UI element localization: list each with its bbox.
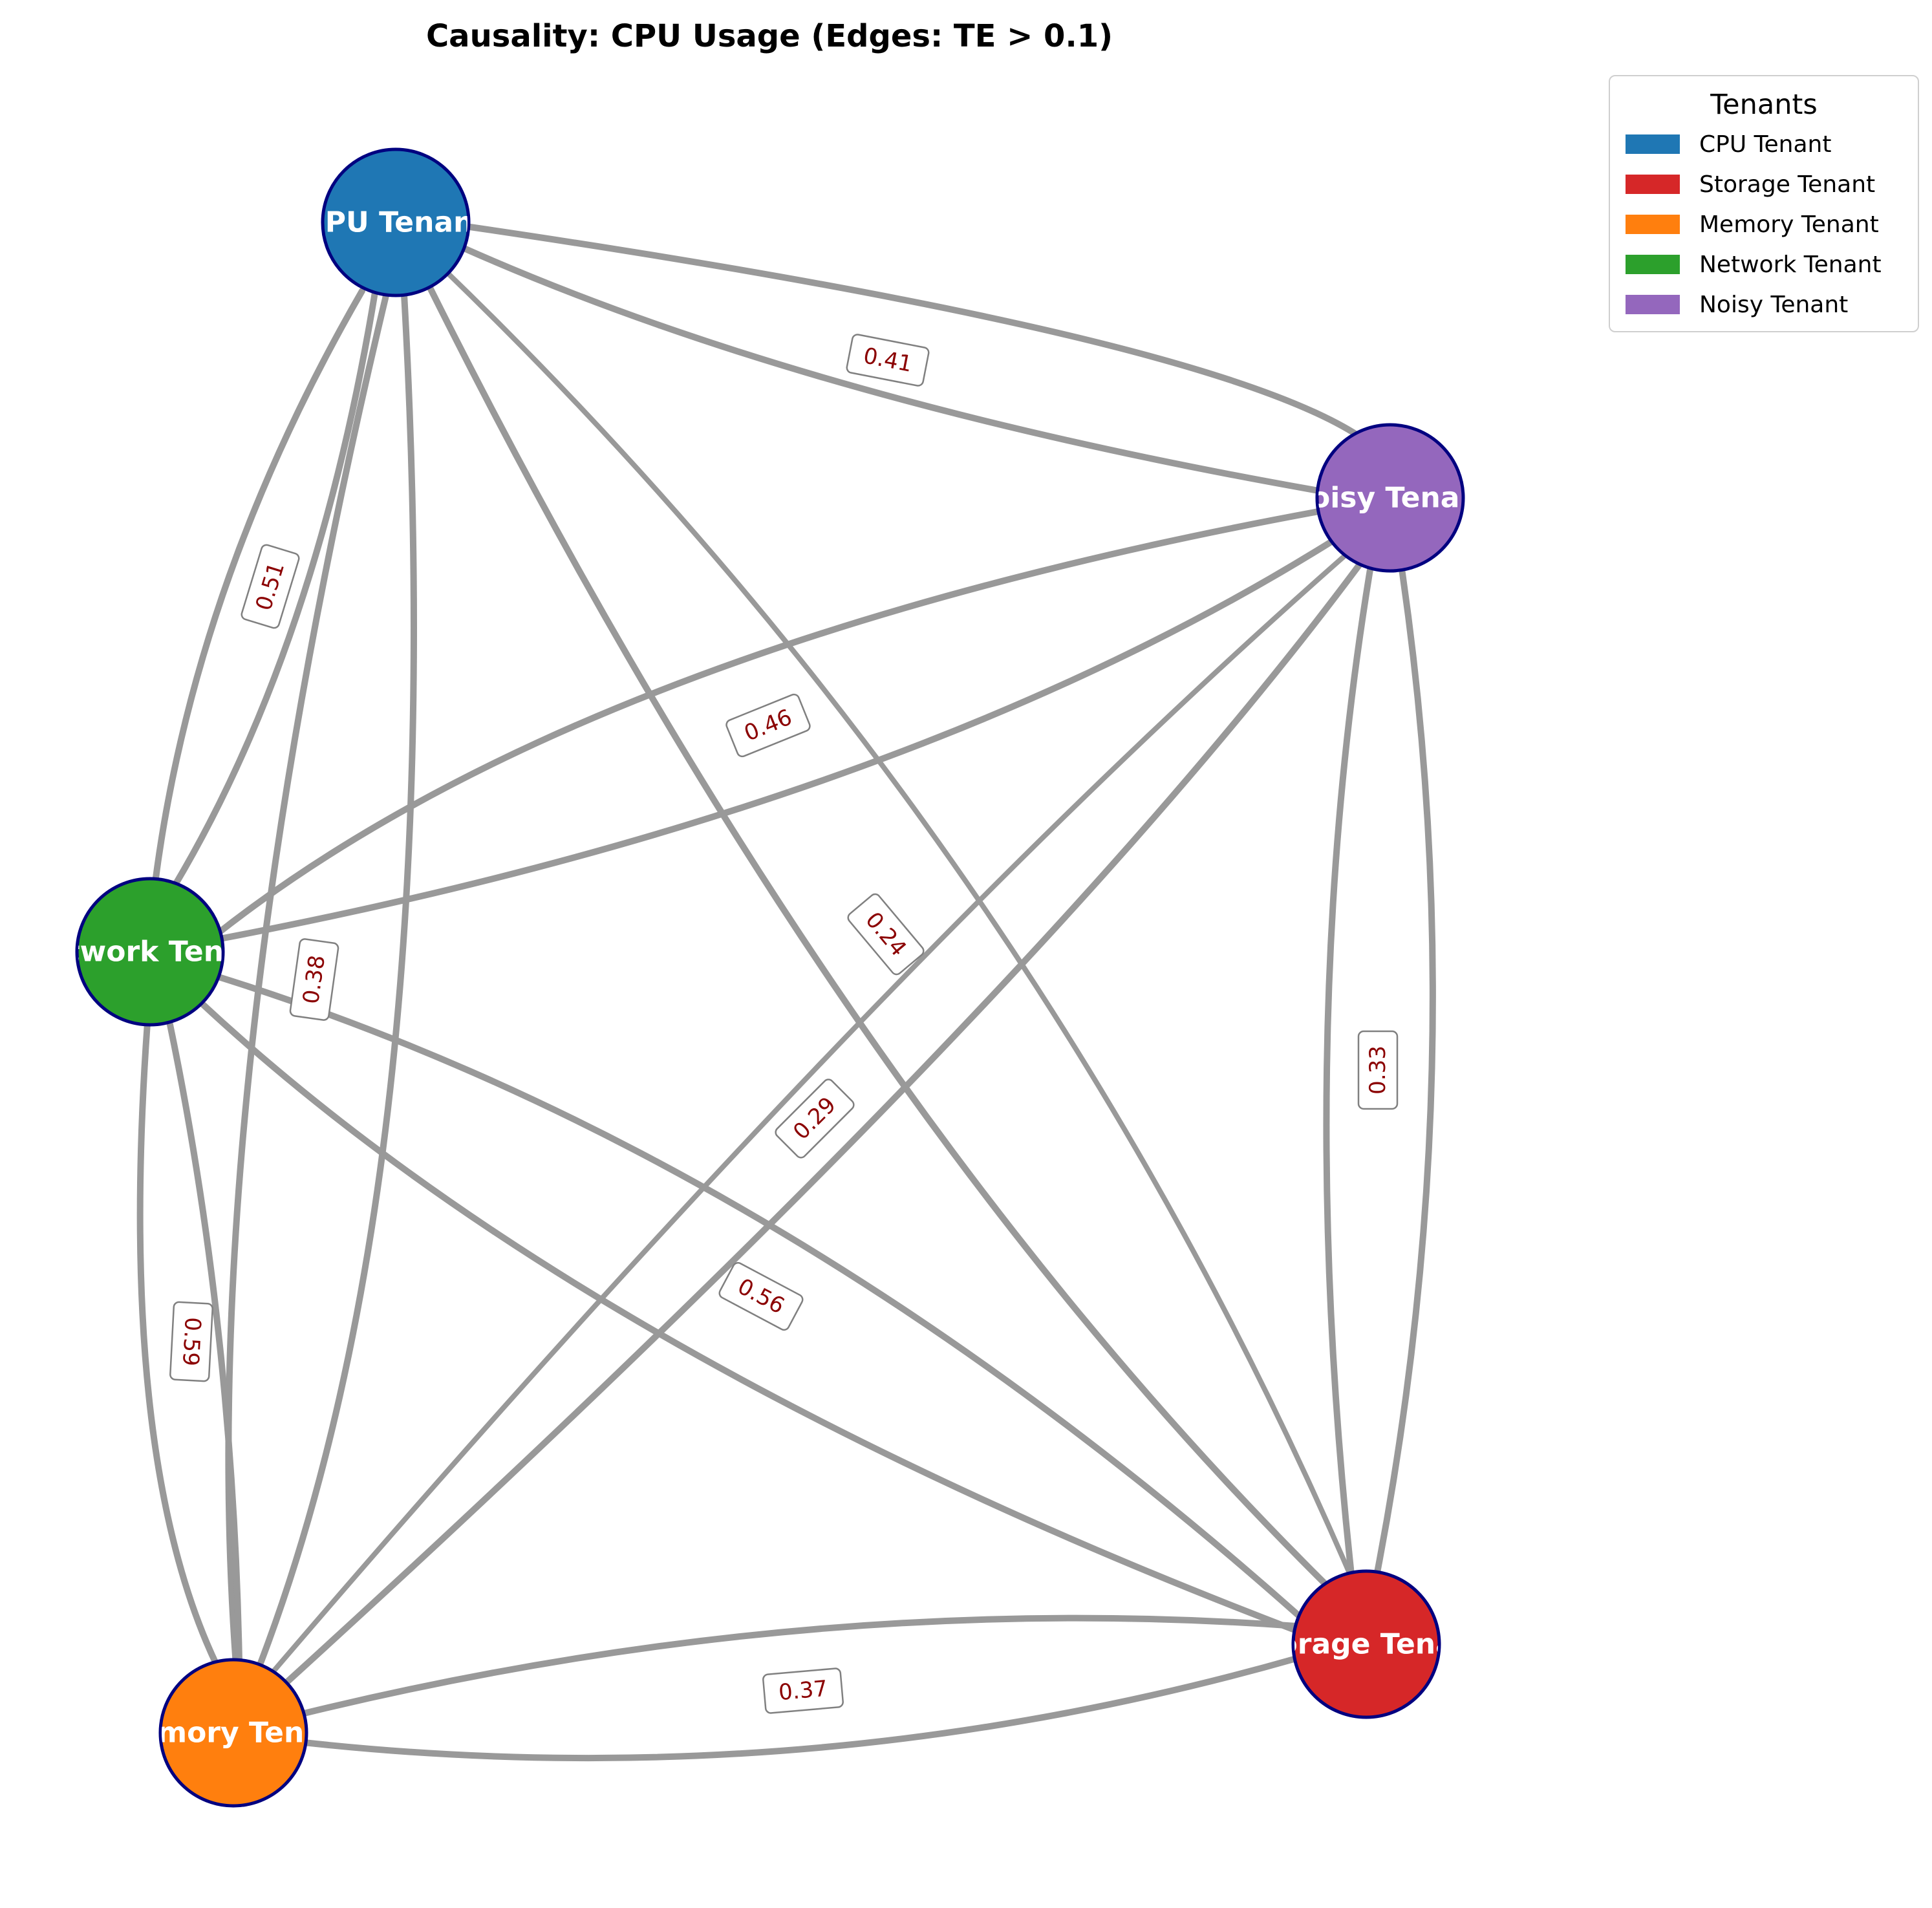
legend-title: Tenants — [1710, 89, 1818, 121]
legend-item-cpu-tenant: CPU Tenant — [1610, 124, 1918, 164]
edge-label: 0.59 — [169, 1301, 213, 1382]
edge-label: 0.33 — [1357, 1030, 1399, 1110]
edge-storage-network — [197, 999, 1300, 1634]
legend-item-memory-tenant: Memory Tenant — [1610, 204, 1918, 244]
edge-storage-noisy — [1374, 566, 1436, 1576]
legend-label: CPU Tenant — [1699, 131, 1832, 158]
edge-network-memory — [136, 1020, 220, 1668]
svg-text:0.37: 0.37 — [778, 1676, 829, 1706]
edge-label: 0.38 — [289, 938, 339, 1021]
legend-item-noisy-tenant: Noisy Tenant — [1610, 284, 1918, 325]
legend-label: Memory Tenant — [1699, 211, 1879, 238]
legend-label: Noisy Tenant — [1699, 291, 1849, 318]
node-memory-tenant[interactable]: Memory Tenant — [110, 1658, 358, 1808]
edge-cpu-network — [152, 288, 365, 886]
edge-noisy-memory — [263, 550, 1351, 1684]
legend: Tenants CPU Tenant Storage Tenant Memory… — [1609, 75, 1919, 332]
legend-label: Network Tenant — [1699, 251, 1882, 278]
edge-storage-memory — [301, 1655, 1300, 1762]
legend-item-network-tenant: Network Tenant — [1610, 244, 1918, 284]
edge-labels: 0.41 0.51 0.46 0.24 0.38 0.33 — [169, 334, 1399, 1714]
edge-label: 0.51 — [241, 544, 300, 629]
edge-cpu-noisy — [462, 223, 1368, 443]
node-label: CPU Tenant — [305, 206, 488, 239]
node-label: Noisy Tenant — [1287, 482, 1494, 515]
edge-storage-cpu — [444, 269, 1354, 1580]
edge-cpu-storage — [427, 284, 1332, 1591]
node-network-tenant[interactable]: Network Tenant — [23, 877, 277, 1027]
edges — [136, 223, 1436, 1762]
chart-title: Causality: CPU Usage (Edges: TE > 0.1) — [426, 18, 1113, 54]
legend-swatch — [1626, 295, 1680, 314]
edge-label: 0.56 — [718, 1261, 804, 1331]
edge-noisy-cpu — [462, 246, 1326, 495]
edge-memory-noisy — [281, 559, 1364, 1688]
node-label: Memory Tenant — [110, 1717, 358, 1750]
edge-network-storage — [213, 973, 1303, 1620]
edge-network-cpu — [171, 289, 378, 889]
legend-swatch — [1626, 255, 1680, 274]
edge-noisy-storage — [1323, 563, 1374, 1578]
legend-item-storage-tenant: Storage Tenant — [1610, 164, 1918, 204]
svg-text:0.59: 0.59 — [177, 1316, 206, 1367]
node-cpu-tenant[interactable]: CPU Tenant — [305, 147, 488, 297]
svg-text:0.33: 0.33 — [1365, 1045, 1391, 1095]
legend-swatch — [1626, 134, 1680, 154]
edge-memory-cpu — [255, 291, 417, 1671]
node-label: Storage Tenant — [1244, 1628, 1488, 1661]
nodes: CPU Tenant Noisy Tenant Network Tenant M… — [23, 147, 1494, 1808]
node-noisy-tenant[interactable]: Noisy Tenant — [1287, 423, 1494, 573]
node-storage-tenant[interactable]: Storage Tenant — [1244, 1569, 1488, 1719]
edge-label: 0.46 — [725, 693, 811, 758]
edge-network-noisy — [217, 537, 1336, 942]
edge-label: 0.37 — [762, 1667, 844, 1714]
edge-memory-storage — [301, 1614, 1300, 1717]
edge-label: 0.41 — [846, 334, 930, 387]
node-label: Network Tenant — [23, 936, 277, 969]
legend-swatch — [1626, 175, 1680, 194]
edge-memory-network — [166, 1018, 242, 1665]
edge-noisy-network — [213, 508, 1326, 938]
legend-label: Storage Tenant — [1699, 171, 1876, 198]
legend-swatch — [1626, 215, 1680, 234]
